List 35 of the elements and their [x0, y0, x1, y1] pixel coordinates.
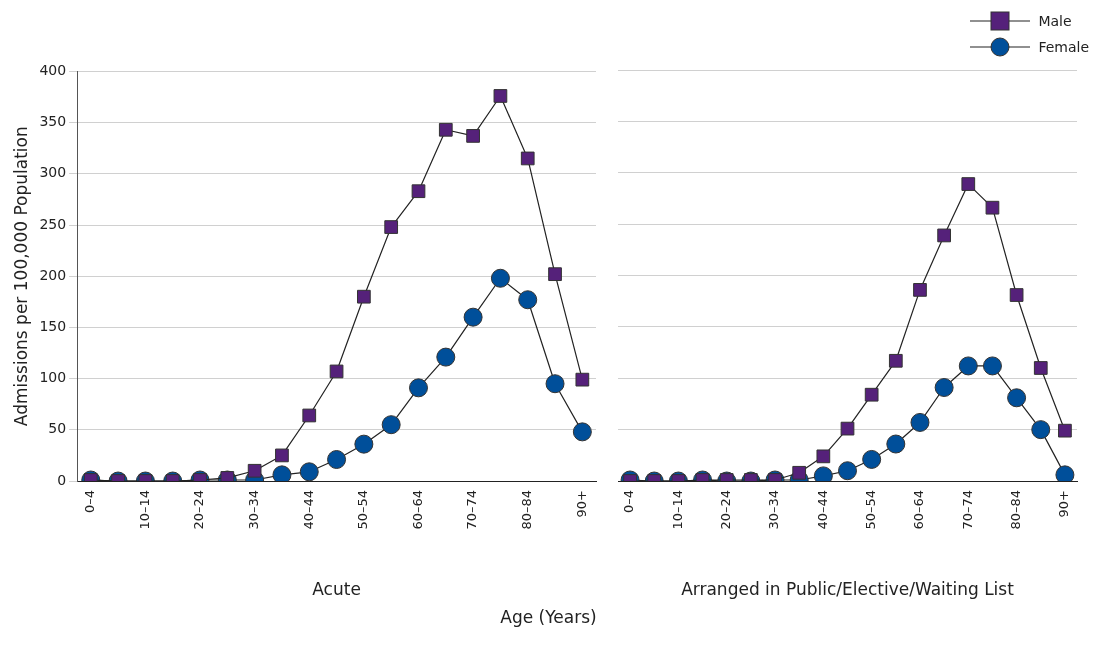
x-tick-label: 80–84	[1007, 490, 1023, 530]
x-tick-label: 0–4	[621, 490, 637, 514]
y-tick-label: 0	[57, 471, 67, 488]
x-tick-label: 10–14	[136, 490, 152, 530]
y-tick-label: 150	[39, 318, 67, 335]
y-axis-title: Admissions per 100,000 Population	[10, 126, 31, 427]
x-axis-title: Acute	[312, 579, 361, 600]
x-tick-label: 70–74	[464, 490, 480, 530]
legend-label: Female	[1038, 39, 1089, 55]
x-tick-label: 0–4	[82, 490, 98, 514]
x-tick-label: 20–24	[191, 490, 207, 530]
y-tick-label: 100	[39, 369, 67, 386]
x-tick-label: 50–54	[863, 490, 879, 530]
x-tick-label: 30–34	[766, 490, 782, 530]
y-tick-label: 300	[39, 164, 67, 181]
x-tick-label: 60–64	[409, 490, 425, 530]
legend-label: Male	[1038, 13, 1072, 29]
y-tick-label: 400	[39, 62, 67, 79]
x-tick-label: 20–24	[718, 490, 734, 530]
y-tick-label: 50	[48, 420, 67, 437]
y-tick-label: 350	[39, 113, 67, 130]
x-tick-label: 30–34	[246, 490, 262, 530]
x-axis-title: Arranged in Public/Elective/Waiting List	[681, 579, 1015, 600]
x-tick-label: 10–14	[669, 490, 685, 530]
y-tick-label: 200	[39, 266, 67, 283]
x-tick-label: 60–64	[911, 490, 927, 530]
x-tick-label: 40–44	[814, 490, 830, 530]
text: Age (Years)	[499, 607, 598, 627]
x-tick-label: 90+	[573, 490, 589, 518]
x-tick-label: 80–84	[519, 490, 535, 530]
x-tick-label: 50–54	[355, 490, 371, 530]
x-tick-label: 40–44	[300, 490, 316, 530]
x-tick-label: 70–74	[959, 490, 975, 530]
y-tick-label: 250	[39, 215, 67, 232]
x-tick-label: 90+	[1056, 490, 1072, 518]
